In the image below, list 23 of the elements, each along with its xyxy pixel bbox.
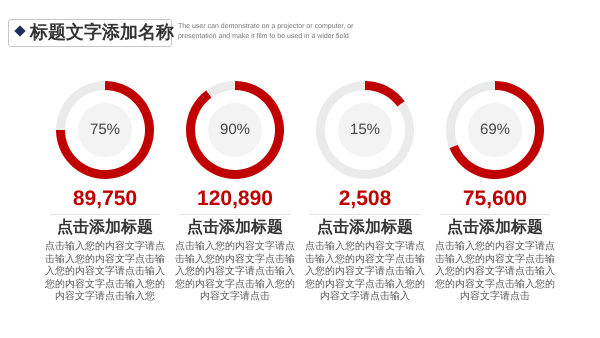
data-label: 69%	[478, 121, 512, 138]
data-label: 90%	[218, 121, 252, 138]
text: 点击添加标题	[446, 218, 544, 238]
text: 标题文字添加名称	[30, 21, 174, 43]
text: 点击添加标题	[186, 218, 284, 238]
text: 89,750	[72, 187, 138, 211]
data-label: 75%	[88, 121, 122, 138]
data-label: 15%	[348, 121, 382, 138]
text: 75,600	[462, 187, 528, 211]
text: 点击添加标题	[316, 218, 414, 238]
text: 点击输入您的内容文字请点击输入您的内容文字点击输入您的内容文字请点击输入您的内容文字点击输入您的内容文字请点击输入	[304, 241, 426, 304]
donut-slice	[206, 81, 235, 98]
donut-slice	[449, 81, 544, 179]
donut-slice	[56, 81, 154, 179]
text: 120,890	[196, 187, 274, 211]
text: 2,508	[338, 187, 392, 211]
text: 点击添加标题	[56, 218, 154, 238]
text: 点击输入您的内容文字请点击输入您的内容文字点击输入您的内容文字请点击输入您的内容文字点击输入您的内容文字请点击	[434, 241, 556, 304]
text: 点击输入您的内容文字请点击输入您的内容文字点击输入您的内容文字请点击输入您的内容文字点击输入您的内容文字请点击	[174, 241, 296, 304]
donut-slice	[186, 81, 284, 179]
donut-slice	[316, 81, 414, 179]
text: 点击输入您的内容文字请点击输入您的内容文字点击输入您的内容文字请点击输入您的内容文字点击输入您的内容文字请点击输入您	[44, 241, 166, 304]
donut-slice	[365, 81, 405, 106]
